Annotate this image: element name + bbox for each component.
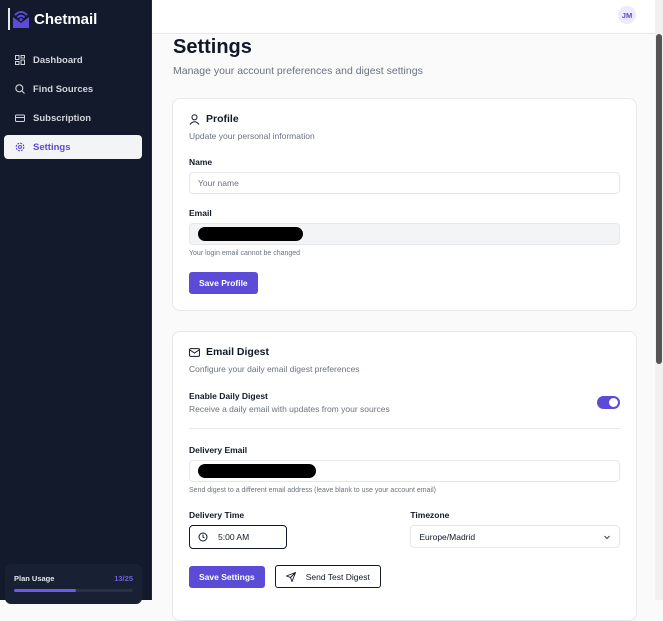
- app-name: Chetmail: [34, 10, 98, 28]
- delivery-email-hint: Send digest to a different email address…: [189, 487, 436, 494]
- scrollbar-thumb[interactable]: [656, 34, 662, 364]
- logo[interactable]: Chetmail: [8, 8, 97, 30]
- avatar[interactable]: JM: [618, 6, 636, 24]
- delivery-email-label: Delivery Email: [189, 445, 248, 455]
- enable-digest-toggle[interactable]: [597, 396, 620, 409]
- dashboard-icon: [15, 55, 25, 65]
- save-profile-button[interactable]: Save Profile: [189, 272, 258, 294]
- page-title: Settings: [173, 36, 252, 58]
- sidebar-item-dashboard[interactable]: Dashboard: [4, 48, 142, 72]
- timezone-label: Timezone: [410, 510, 450, 520]
- sidebar-item-label: Settings: [33, 141, 71, 153]
- sidebar-item-label: Dashboard: [33, 54, 83, 66]
- sidebar-item-label: Find Sources: [33, 83, 94, 95]
- chevron-down-icon: [604, 535, 610, 539]
- plan-usage-bar-fill: [14, 589, 76, 592]
- search-icon: [15, 84, 25, 94]
- delivery-time-label: Delivery Time: [189, 510, 245, 520]
- sidebar-item-settings[interactable]: Settings: [4, 135, 142, 159]
- delivery-time-value: 5:00 AM: [218, 532, 250, 542]
- enable-digest-label: Enable Daily Digest: [189, 391, 268, 401]
- email-label: Email: [189, 208, 212, 218]
- sidebar: Chetmail Dashboard Find Sources Subscrip…: [0, 0, 152, 604]
- enable-digest-description: Receive a daily email with updates from …: [189, 404, 390, 414]
- plan-usage-label: Plan Usage: [14, 574, 55, 583]
- email-digest-card: Email Digest Configure your daily email …: [172, 331, 637, 621]
- sidebar-item-label: Subscription: [33, 112, 92, 124]
- credit-card-icon: [15, 114, 25, 122]
- plan-usage-bar: [14, 589, 133, 592]
- logo-icon: [8, 8, 29, 30]
- plan-usage: Plan Usage 13/25: [5, 564, 142, 604]
- save-settings-button[interactable]: Save Settings: [189, 565, 265, 588]
- sidebar-item-subscription[interactable]: Subscription: [4, 106, 142, 130]
- clock-icon: [198, 532, 208, 542]
- delivery-time-input[interactable]: 5:00 AM: [189, 525, 288, 549]
- name-label: Name: [189, 157, 213, 167]
- send-icon: [285, 571, 296, 582]
- page-subtitle: Manage your account preferences and dige…: [173, 65, 423, 77]
- redacted-email: [198, 464, 316, 478]
- email-field: [189, 223, 620, 245]
- plan-usage-count: 13/25: [114, 574, 133, 583]
- scrollbar[interactable]: [655, 0, 663, 600]
- digest-description: Configure your daily email digest prefer…: [189, 364, 360, 374]
- profile-title: Profile: [206, 113, 239, 125]
- sidebar-item-find-sources[interactable]: Find Sources: [4, 77, 142, 101]
- top-header: JM: [152, 0, 655, 34]
- name-placeholder: Your name: [198, 178, 239, 188]
- email-hint: Your login email cannot be changed: [189, 250, 301, 257]
- delivery-email-input[interactable]: [189, 460, 620, 482]
- profile-card: Profile Update your personal information…: [172, 98, 637, 311]
- gear-icon: [15, 142, 25, 152]
- digest-title: Email Digest: [206, 346, 270, 358]
- send-test-digest-label: Send Test Digest: [305, 571, 370, 582]
- send-test-digest-button[interactable]: Send Test Digest: [274, 565, 381, 588]
- sidebar-nav: Dashboard Find Sources Subscription Sett…: [4, 48, 142, 164]
- timezone-value: Europe/Madrid: [419, 531, 476, 542]
- profile-description: Update your personal information: [189, 131, 315, 141]
- redacted-email: [198, 227, 303, 241]
- timezone-select[interactable]: Europe/Madrid: [410, 525, 620, 548]
- name-input[interactable]: Your name: [189, 172, 620, 194]
- user-icon: [189, 113, 200, 125]
- mail-icon: [189, 347, 200, 357]
